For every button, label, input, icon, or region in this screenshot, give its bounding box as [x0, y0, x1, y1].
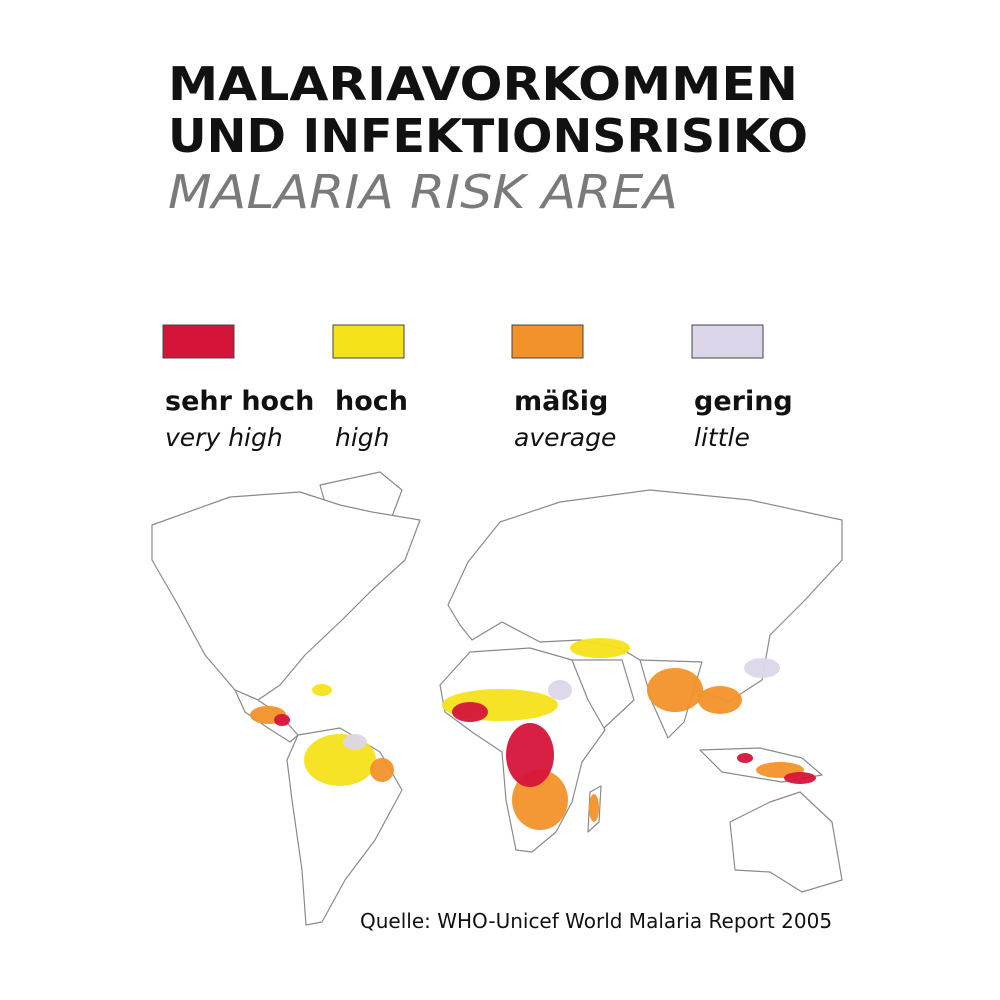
legend-label-de: gering — [694, 386, 793, 417]
risk-area — [570, 638, 630, 658]
legend-label-de: sehr hoch — [165, 386, 314, 417]
risk-area — [737, 753, 753, 763]
risk-area — [506, 723, 554, 787]
legend-label-de: hoch — [335, 386, 408, 417]
legend-label-en: high — [335, 423, 390, 452]
eurasia — [447, 489, 843, 713]
risk-area — [274, 714, 290, 726]
legend-swatch — [691, 324, 764, 359]
source: Quelle: WHO-Unicef World Malaria Report … — [360, 909, 832, 933]
legend-swatch — [162, 324, 235, 359]
risk-area — [343, 734, 367, 750]
legend: sehr hoch very high hoch high mäßig average ge… — [162, 324, 793, 452]
risk-area — [548, 680, 572, 700]
risk-area — [370, 758, 394, 782]
world-map — [151, 471, 843, 926]
risk-area — [698, 686, 742, 714]
risk-area — [589, 794, 599, 822]
risk-area — [312, 684, 332, 696]
risk-areas — [250, 638, 816, 830]
legend-swatch — [332, 324, 405, 359]
risk-area — [784, 772, 816, 784]
north-america — [151, 491, 421, 701]
legend-label-en: average — [514, 423, 616, 452]
risk-area — [647, 668, 703, 712]
title-line: MALARIAVORKOMMEN — [168, 57, 798, 111]
legend-label-de: mäßig — [514, 386, 608, 417]
legend-label-en: very high — [165, 423, 283, 452]
risk-area — [452, 702, 488, 722]
arabia — [571, 659, 635, 729]
risk-area — [744, 658, 780, 678]
subtitle: MALARIA RISK AREA — [168, 165, 678, 219]
legend-label-en: little — [694, 423, 750, 452]
title-line: UND INFEKTIONSRISIKO — [168, 109, 808, 163]
legend-swatch — [511, 324, 584, 359]
australia — [729, 791, 843, 893]
